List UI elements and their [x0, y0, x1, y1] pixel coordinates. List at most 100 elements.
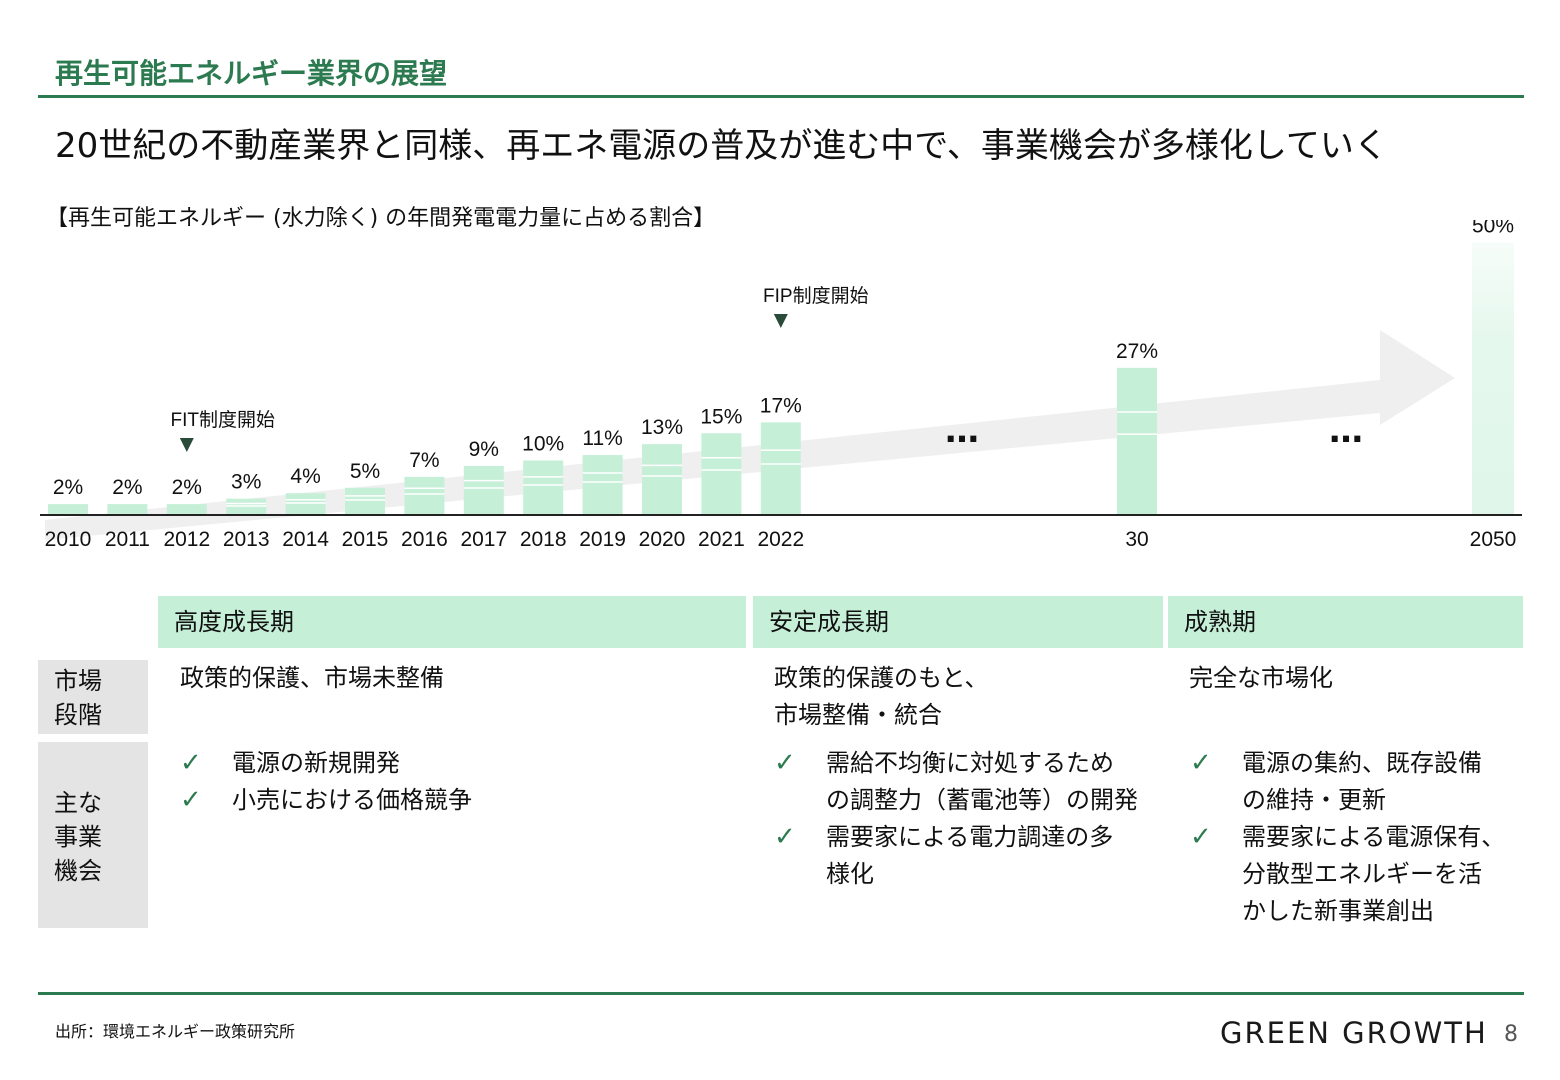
bar-2015 [345, 487, 385, 515]
opportunities-mature: ✓ 電源の集約、既存設備 の維持・更新 ✓ 需要家による電源保有、 分散型エネル… [1190, 745, 1505, 930]
data-label-2016: 7% [409, 449, 439, 472]
item-text: の維持・更新 [1242, 786, 1386, 814]
data-label-2014: 4% [290, 465, 320, 488]
tick-label-2010: 2010 [45, 528, 92, 551]
market-stage-stable-growth: 政策的保護のもと、 市場整備・統合 [774, 660, 989, 734]
data-label-2011: 2% [112, 476, 142, 499]
row-label-line: 事業 [54, 823, 102, 851]
row-label-line: 主な [54, 789, 102, 817]
check-icon: ✓ [1190, 822, 1212, 852]
list-item: ✓ 需給不均衡に対処するため の調整力（蓄電池等）の開発 [774, 745, 1138, 819]
tick-label-2022: 2022 [757, 528, 804, 551]
row-label-opportunities: 主な 事業 機会 [38, 742, 148, 928]
market-stage-high-growth: 政策的保護、市場未整備 [180, 660, 444, 697]
chart-title: 【再生可能エネルギー (水力除く) の年間発電電力量に占める割合】 [46, 206, 716, 231]
data-label-2013: 3% [231, 471, 261, 494]
row-label-line: 市場 [54, 667, 102, 695]
data-label-2022: 17% [760, 394, 802, 417]
trend-arrow [45, 330, 1455, 540]
check-icon: ✓ [1190, 748, 1212, 778]
bar-2014 [285, 493, 326, 515]
header-divider [38, 95, 1524, 98]
bar-2012 [166, 504, 207, 515]
brand-logo: GREEN GROWTH [1220, 1016, 1488, 1050]
renewable-share-chart: 2% 2010 2% 2011 2% 2012 3% 2013 4% 2014 5% 2015 7% 20… [40, 220, 1522, 551]
tick-label-2050: 2050 [1470, 528, 1517, 551]
tick-label-2021: 2021 [698, 528, 745, 551]
list-item: ✓ 小売における価格競争 [180, 782, 472, 819]
data-label-2017: 9% [469, 438, 499, 461]
footer-divider [38, 992, 1524, 995]
data-label-2019: 11% [582, 427, 622, 450]
data-label-2012: 2% [172, 476, 202, 499]
ellipsis-mark: … [945, 411, 979, 451]
item-text: 様化 [826, 860, 874, 888]
tick-label-2018: 2018 [520, 528, 567, 551]
item-text: 需要家による電源保有、 [1242, 823, 1506, 851]
tick-label-2012: 2012 [163, 528, 210, 551]
annotation-marker-icon [773, 314, 788, 328]
bar-2010 [48, 504, 88, 515]
data-label-2018: 10% [522, 433, 564, 456]
row-label-line: 機会 [54, 857, 102, 885]
phase-header-stable-growth: 安定成長期 [753, 596, 1163, 648]
tick-label-2019: 2019 [579, 528, 626, 551]
check-icon: ✓ [774, 748, 796, 778]
row-label-line: 段階 [54, 701, 102, 729]
check-icon: ✓ [774, 822, 796, 852]
bar-2011 [107, 504, 148, 515]
list-item: ✓ 電源の集約、既存設備 の維持・更新 [1190, 745, 1505, 819]
item-text: 電源の新規開発 [232, 749, 400, 777]
bar-2050 [1472, 242, 1514, 515]
bar-2016 [404, 476, 445, 515]
tick-label-30: 30 [1125, 528, 1148, 551]
tick-label-2016: 2016 [401, 528, 448, 551]
bar-30 [1117, 367, 1157, 515]
bar-2021 [701, 433, 742, 515]
cell-line: 政策的保護、市場未整備 [180, 664, 444, 692]
tick-label-2011: 2011 [105, 528, 150, 551]
headline: 20世紀の不動産業界と同様、再エネ電源の普及が進む中で、事業機会が多様化していく [55, 126, 1388, 166]
check-icon: ✓ [180, 785, 202, 815]
item-text: 電源の集約、既存設備 [1242, 749, 1482, 777]
phase-header-mature: 成熟期 [1168, 596, 1523, 648]
data-label-30: 27% [1116, 340, 1158, 363]
opportunities-stable-growth: ✓ 需給不均衡に対処するため の調整力（蓄電池等）の開発 ✓ 需要家による電力調… [774, 745, 1138, 893]
item-text: 需給不均衡に対処するため [826, 749, 1114, 777]
tick-label-2014: 2014 [282, 528, 329, 551]
bar-2019 [582, 455, 623, 515]
annotation-label: FIT制度開始 [171, 409, 276, 431]
bar-2013 [226, 498, 267, 515]
data-label-2021: 15% [700, 405, 742, 428]
bar-2020 [642, 444, 682, 515]
page-title: 再生可能エネルギー業界の展望 [55, 57, 448, 90]
tick-label-2017: 2017 [460, 528, 507, 551]
source-note: 出所：環境エネルギー政策研究所 [55, 1022, 296, 1041]
cell-line: 完全な市場化 [1189, 664, 1333, 692]
tick-label-2015: 2015 [342, 528, 389, 551]
bar-2022 [760, 422, 801, 515]
phase-header-high-growth: 高度成長期 [158, 596, 746, 648]
list-item: ✓ 需要家による電力調達の多 様化 [774, 819, 1138, 893]
annotation-marker-icon [179, 438, 194, 452]
item-text: 小売における価格競争 [232, 786, 472, 814]
ellipsis-mark: … [1329, 411, 1363, 451]
tick-label-2020: 2020 [639, 528, 686, 551]
tick-label-2013: 2013 [223, 528, 270, 551]
item-text: 分散型エネルギーを活 [1242, 860, 1482, 888]
data-label-2015: 5% [350, 460, 380, 483]
data-label-2020: 13% [641, 416, 683, 439]
bar-2017 [463, 465, 504, 515]
cell-line: 市場整備・統合 [774, 701, 942, 729]
row-label-market-stage: 市場 段階 [38, 660, 148, 734]
page-number: 8 [1504, 1022, 1518, 1047]
list-item: ✓ 電源の新規開発 [180, 745, 472, 782]
data-label-2010: 2% [53, 476, 83, 499]
item-text: かした新事業創出 [1242, 897, 1434, 925]
annotation-label: FIP制度開始 [763, 285, 869, 307]
data-label-2050: 50% [1472, 220, 1514, 238]
bar-2018 [523, 460, 564, 515]
list-item: ✓ 需要家による電源保有、 分散型エネルギーを活 かした新事業創出 [1190, 819, 1505, 930]
check-icon: ✓ [180, 748, 202, 778]
market-stage-mature: 完全な市場化 [1189, 660, 1333, 697]
